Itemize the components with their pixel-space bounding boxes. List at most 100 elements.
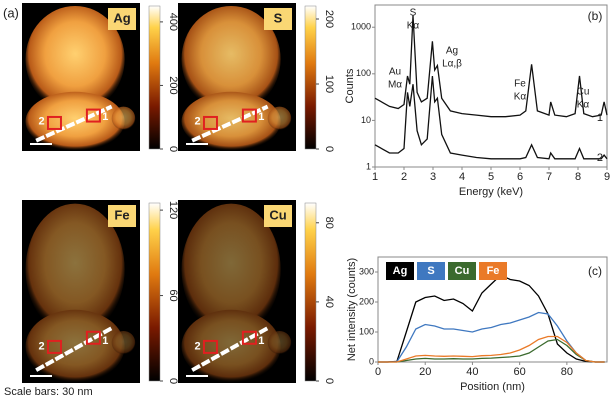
colorbar-tick-label: 0 [167,146,179,152]
panel-label: (a) [3,5,19,20]
plot-frame [377,256,608,363]
peak-label: Mα [388,80,402,91]
roi-box [202,115,218,130]
x-tick-label: 2 [401,171,407,183]
y-axis-label: Counts [344,68,356,103]
panel-label: (b) [588,9,603,23]
x-tick-label: 3 [430,171,436,183]
peak-label: Kα [577,100,590,111]
colorbar-tick-label: 0 [323,378,335,384]
element-badge [264,205,292,227]
y-tick-label: 10 [361,115,371,125]
x-tick-label: 5 [488,171,494,183]
peak-label: Kα [407,21,420,32]
panel-label: (c) [588,264,602,278]
colorbar-tick-label: 100 [323,75,335,93]
legend-label: Cu [455,265,470,277]
y-tick-label: 100 [359,326,374,336]
x-tick-label: 4 [459,171,465,183]
x-tick-label: 6 [517,171,523,183]
particle [25,5,125,113]
colorbar-tick-label: 0 [323,146,335,152]
y-tick-label: 1000 [351,22,371,32]
element-label: Fe [114,207,129,222]
peak-label: S [410,8,417,19]
particle [25,203,125,336]
colorbar-tick-label: 0 [167,378,179,384]
legend-label: Ag [393,265,408,277]
x-tick-label: 7 [546,171,552,183]
peak-label: Fe [514,79,526,90]
colorbar-tick-label: 120 [167,201,179,219]
colorbar [304,202,317,382]
y-tick-label: 200 [359,296,374,306]
element-badge [108,205,136,227]
legend-swatch [417,262,445,280]
element-label: Cu [269,207,286,222]
x-tick-label: 1 [372,171,378,183]
series-line [378,311,605,363]
x-tick-label: 0 [375,366,381,378]
x-tick-label: 9 [604,171,610,183]
colorbar-tick-label: 200 [323,10,335,28]
x-tick-label: 8 [575,171,581,183]
roi-box [202,339,218,354]
point-label: 2 [195,340,201,352]
x-tick-label: 40 [466,366,478,378]
x-tick-label: 60 [514,366,526,378]
colorbar-tick-label: 80 [323,217,335,229]
peak-label: Cu [577,87,590,98]
series-label: 2 [597,152,603,164]
point-label: 1 [258,335,264,347]
y-tick-label: 0 [369,356,374,366]
legend-swatch [448,262,476,280]
x-tick-label: 80 [561,366,573,378]
particle [111,106,136,131]
point-label: 1 [102,335,108,347]
legend-swatch [386,262,414,280]
colorbar [148,202,161,382]
x-axis-label: Position (nm) [460,381,525,393]
roi-box [85,108,101,123]
colorbar [304,5,317,150]
particle [181,5,281,113]
series-line [378,335,605,363]
y-tick-label: 100 [356,68,371,78]
point-label: 1 [102,111,108,123]
legend-swatch [479,262,507,280]
colorbar-tick-label: 200 [167,76,179,94]
y-tick-label: 1 [366,161,371,171]
point-label: 2 [195,115,201,127]
series-label: 1 [597,112,603,124]
peak-label: Au [389,67,401,78]
legend-label: Fe [487,265,500,277]
peak-label: Ag [446,46,458,57]
series-line [378,274,605,363]
x-tick-label: 20 [419,366,431,378]
scale-note: Scale bars: 30 nm [4,386,93,398]
point-label: 2 [39,115,45,127]
colorbar-tick-label: 400 [167,13,179,31]
roi-box [46,339,62,354]
series-line [374,75,608,160]
roi-box [241,108,257,123]
legend-label: S [427,265,434,277]
series-line [374,15,608,118]
colorbar-tick-label: 60 [167,289,179,301]
colorbar-tick-label: 40 [323,296,335,308]
roi-box [241,330,257,345]
roi-box [85,330,101,345]
roi-box [46,115,62,130]
colorbar [148,5,161,150]
particle [267,330,292,355]
element-badge [264,8,292,30]
peak-label: Kα [514,92,527,103]
point-label: 1 [258,111,264,123]
point-label: 2 [39,340,45,352]
particle [267,106,292,131]
element-label: Ag [113,10,130,25]
particle [181,203,281,336]
particle [111,330,136,355]
